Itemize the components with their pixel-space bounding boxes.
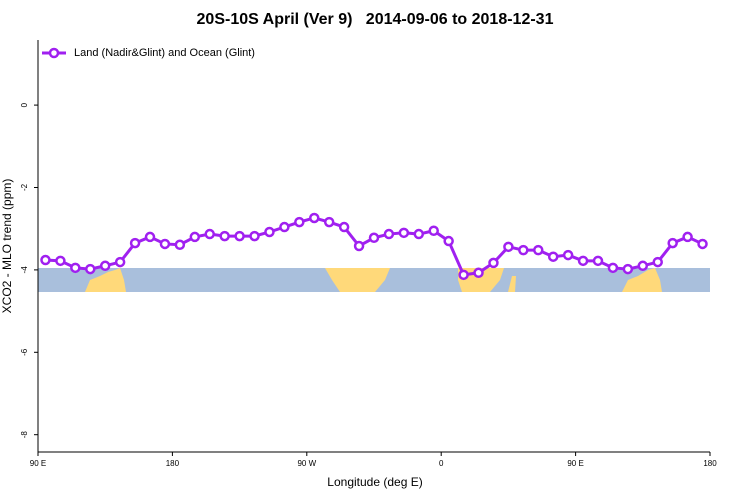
data-point (383, 228, 395, 240)
land-ocean-band (38, 268, 710, 292)
y-tick-label: -6 (20, 348, 29, 356)
legend-marker (48, 47, 60, 59)
x-tick-label: 180 (703, 459, 717, 468)
data-point (323, 216, 335, 228)
y-tick-label: -8 (20, 431, 29, 439)
x-tick-label: 90 E (30, 459, 46, 468)
data-point (682, 231, 693, 243)
data-point (533, 244, 544, 256)
y-tick-label: -4 (20, 266, 29, 274)
data-point (204, 228, 215, 240)
data-point (234, 230, 245, 242)
data-point (473, 267, 484, 279)
y-tick-label: 0 (20, 102, 29, 107)
data-point (622, 263, 634, 275)
data-point (518, 244, 529, 256)
chart-title: 20S-10S April (Ver 9) 2014-09-06 to 2018… (197, 11, 554, 28)
data-point (144, 231, 156, 243)
data-point (697, 238, 708, 250)
data-point (219, 230, 230, 242)
data-point (547, 251, 559, 262)
data-point (279, 221, 290, 233)
data-point (443, 235, 454, 247)
x-tick-label: 0 (439, 459, 444, 468)
land (85, 268, 126, 292)
data-point (413, 228, 425, 240)
land (325, 268, 390, 292)
data-point (189, 231, 201, 243)
land (622, 268, 662, 292)
data-point (607, 262, 619, 274)
data-point (368, 232, 380, 244)
legend-label: Land (Nadir&Glint) and Ocean (Glint) (74, 47, 255, 59)
data-point (40, 254, 51, 266)
y-tick-label: -2 (20, 183, 29, 191)
data-point (667, 237, 678, 249)
data-point (70, 262, 81, 274)
x-axis-title: Longitude (deg E) (327, 475, 422, 489)
data-point (458, 269, 469, 281)
data-point (159, 238, 171, 250)
data-point (428, 225, 439, 237)
data-point (338, 221, 350, 233)
data-point (592, 255, 604, 267)
data-point (309, 212, 320, 224)
data-point (294, 216, 305, 228)
x-tick-label: 90 E (567, 459, 583, 468)
data-point (652, 256, 663, 268)
data-point (129, 237, 141, 249)
series-line (45, 216, 704, 277)
data-point (249, 230, 260, 242)
x-tick-label: 180 (166, 459, 180, 468)
data-point (264, 226, 275, 238)
data-point (99, 260, 111, 272)
data-point (488, 257, 499, 269)
data-point (85, 263, 96, 275)
data-point (398, 227, 410, 239)
land (508, 276, 516, 292)
data-point (114, 256, 126, 268)
data-point (562, 249, 574, 261)
data-point (353, 240, 365, 252)
y-axis-title: XCO2 - MLO trend (ppm) (0, 179, 14, 314)
x-tick-label: 90 W (297, 459, 316, 468)
data-point (174, 239, 186, 251)
data-point (503, 241, 514, 253)
data-point (577, 255, 589, 267)
data-point (55, 255, 66, 267)
data-point (637, 260, 649, 272)
